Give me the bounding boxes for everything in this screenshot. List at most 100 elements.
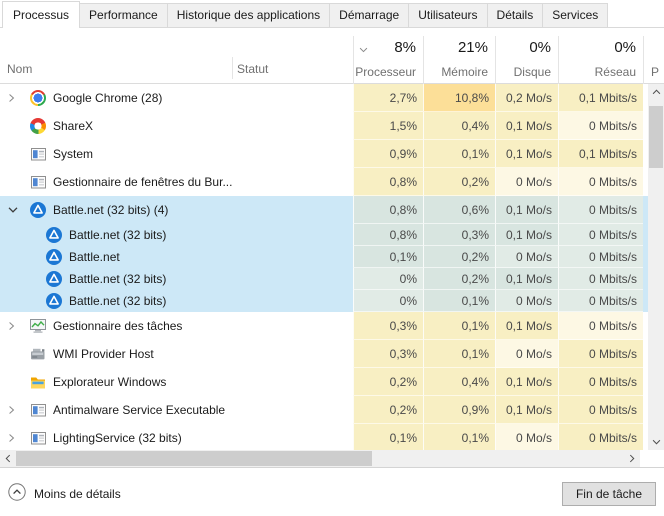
process-row-battle-net-32-bits[interactable]: Battle.net (32 bits) 0% 0,2% 0,1 Mo/s 0 Mbit…	[0, 268, 648, 290]
window-icon	[30, 430, 46, 446]
cpu-value: 0,2%	[353, 396, 423, 424]
process-row-gestionnaire-des-taches[interactable]: Gestionnaire des tâches 0,3% 0,1% 0,1 Mo/s 0…	[0, 312, 648, 340]
column-header-disque[interactable]: 0% Disque	[495, 36, 558, 84]
process-row-system[interactable]: System 0,9% 0,1% 0,1 Mo/s 0,1 Mbits/s	[0, 140, 648, 168]
process-row-explorateur-windows[interactable]: Explorateur Windows 0,2% 0,4% 0,1 Mo/s 0 Mbi…	[0, 368, 648, 396]
disk-value: 0 Mo/s	[495, 340, 558, 368]
chevron-right-icon[interactable]	[8, 93, 30, 103]
disk-value: 0,1 Mo/s	[495, 112, 558, 140]
memory-value: 0,2%	[423, 246, 495, 268]
vertical-scrollbar-thumb[interactable]	[649, 106, 663, 168]
process-name-cell: Gestionnaire des tâches	[0, 312, 353, 340]
horizontal-scrollbar-thumb[interactable]	[16, 451, 372, 466]
column-header-memoire[interactable]: 21% Mémoire	[423, 36, 495, 84]
process-row-wmi-provider-host[interactable]: WMI Provider Host 0,3% 0,1% 0 Mo/s 0 Mbits/s	[0, 340, 648, 368]
tab-historique-des-applications[interactable]: Historique des applications	[166, 3, 331, 27]
process-name: System	[53, 147, 94, 161]
tab-performance[interactable]: Performance	[79, 3, 168, 27]
process-row-lightingservice-32-bits[interactable]: LightingService (32 bits) 0,1% 0,1% 0 Mo/s 0…	[0, 424, 648, 450]
disk-value: 0 Mo/s	[495, 424, 558, 450]
column-header-partial[interactable]: P	[643, 36, 664, 84]
window-icon	[30, 402, 46, 418]
process-name-cell: Battle.net (32 bits)	[0, 268, 353, 290]
process-name: LightingService (32 bits)	[53, 431, 182, 445]
column-label: Disque	[513, 65, 551, 79]
window-icon	[30, 174, 46, 190]
tab-details[interactable]: Détails	[486, 3, 544, 27]
process-row-gestionnaire-de-fenetres-du-bur[interactable]: Gestionnaire de fenêtres du Bur... 0,8% 0,…	[0, 168, 648, 196]
column-label: Processeur	[355, 65, 416, 79]
process-name-cell: Google Chrome (28)	[0, 84, 353, 112]
network-value: 0 Mbits/s	[558, 168, 643, 196]
process-name-cell: Battle.net (32 bits)	[0, 224, 353, 246]
details-toggle[interactable]: Moins de détails	[8, 483, 121, 504]
horizontal-scrollbar[interactable]	[0, 450, 640, 467]
cpu-value: 0,8%	[353, 224, 423, 246]
column-usage-percent: 0%	[614, 39, 636, 56]
process-name: Battle.net (32 bits)	[69, 294, 167, 308]
scroll-right-icon[interactable]	[624, 450, 640, 467]
cpu-value: 2,7%	[353, 84, 423, 112]
network-value: 0 Mbits/s	[558, 196, 643, 224]
scroll-left-icon[interactable]	[0, 450, 16, 467]
network-value: 0 Mbits/s	[558, 424, 643, 450]
network-value: 0,1 Mbits/s	[558, 140, 643, 168]
footer-bar: Moins de détails Fin de tâche	[0, 467, 664, 516]
chrome-icon	[30, 90, 46, 106]
cpu-value: 0,1%	[353, 424, 423, 450]
column-label: Réseau	[594, 65, 636, 79]
process-row-battle-net[interactable]: Battle.net 0,1% 0,2% 0 Mo/s 0 Mbits/s	[0, 246, 648, 268]
cpu-value: 0,1%	[353, 246, 423, 268]
network-value: 0 Mbits/s	[558, 268, 643, 290]
chevron-right-icon[interactable]	[8, 321, 30, 331]
chevron-down-icon[interactable]	[8, 206, 30, 214]
cpu-value: 0,3%	[353, 340, 423, 368]
process-row-battle-net-32-bits[interactable]: Battle.net (32 bits) 0% 0,1% 0 Mo/s 0 Mbits/…	[0, 290, 648, 312]
process-row-battle-net-32-bits[interactable]: Battle.net (32 bits) 0,8% 0,3% 0,1 Mo/s 0 Mb…	[0, 224, 648, 246]
column-header-processeur[interactable]: 8% Processeur	[353, 36, 423, 84]
column-header-nom[interactable]: Nom	[7, 62, 33, 76]
battlenet-icon	[46, 293, 62, 309]
column-header-statut[interactable]: Statut	[237, 62, 269, 76]
process-row-sharex[interactable]: ShareX 1,5% 0,4% 0,1 Mo/s 0 Mbits/s	[0, 112, 648, 140]
memory-value: 0,1%	[423, 340, 495, 368]
row-edge-strip	[643, 290, 648, 312]
process-list: Google Chrome (28) 2,7% 10,8% 0,2 Mo/s 0,1 M…	[0, 84, 648, 450]
process-name-cell: Battle.net	[0, 246, 353, 268]
process-row-antimalware-service-executable[interactable]: Antimalware Service Executable 0,2% 0,9% 0,…	[0, 396, 648, 424]
disk-value: 0,1 Mo/s	[495, 396, 558, 424]
cpu-value: 0,8%	[353, 168, 423, 196]
tab-demarrage[interactable]: Démarrage	[329, 3, 410, 27]
sort-indicator-icon	[359, 42, 368, 56]
scroll-up-icon[interactable]	[648, 84, 664, 100]
memory-value: 0,6%	[423, 196, 495, 224]
column-header-reseau[interactable]: 0% Réseau	[558, 36, 643, 84]
end-task-button[interactable]: Fin de tâche	[561, 482, 656, 506]
memory-value: 0,9%	[423, 396, 495, 424]
sharex-icon	[30, 118, 46, 134]
chevron-right-icon[interactable]	[8, 433, 30, 443]
tab-services[interactable]: Services	[542, 3, 609, 27]
chevron-right-icon[interactable]	[8, 405, 30, 415]
scroll-down-icon[interactable]	[648, 434, 664, 450]
network-value: 0 Mbits/s	[558, 112, 643, 140]
process-name: WMI Provider Host	[53, 347, 154, 361]
memory-value: 0,1%	[423, 312, 495, 340]
tab-processus[interactable]: Processus	[2, 1, 81, 28]
taskmgr-icon	[30, 318, 46, 334]
process-row-google-chrome-28[interactable]: Google Chrome (28) 2,7% 10,8% 0,2 Mo/s 0,1 M…	[0, 84, 648, 112]
window-icon	[30, 146, 46, 162]
wmi-icon	[30, 346, 46, 362]
cpu-value: 0,9%	[353, 140, 423, 168]
process-row-battle-net-32-bits-4[interactable]: Battle.net (32 bits) (4) 0,8% 0,6% 0,1 Mo/s…	[0, 196, 648, 224]
battlenet-icon	[46, 249, 62, 265]
disk-value: 0,1 Mo/s	[495, 196, 558, 224]
memory-value: 0,4%	[423, 368, 495, 396]
vertical-scrollbar[interactable]	[648, 84, 664, 450]
process-name: Gestionnaire de fenêtres du Bur...	[53, 175, 233, 189]
tab-utilisateurs[interactable]: Utilisateurs	[408, 3, 488, 27]
process-name: Google Chrome (28)	[53, 91, 163, 105]
cpu-value: 0,8%	[353, 196, 423, 224]
process-name: Antimalware Service Executable	[53, 403, 226, 417]
